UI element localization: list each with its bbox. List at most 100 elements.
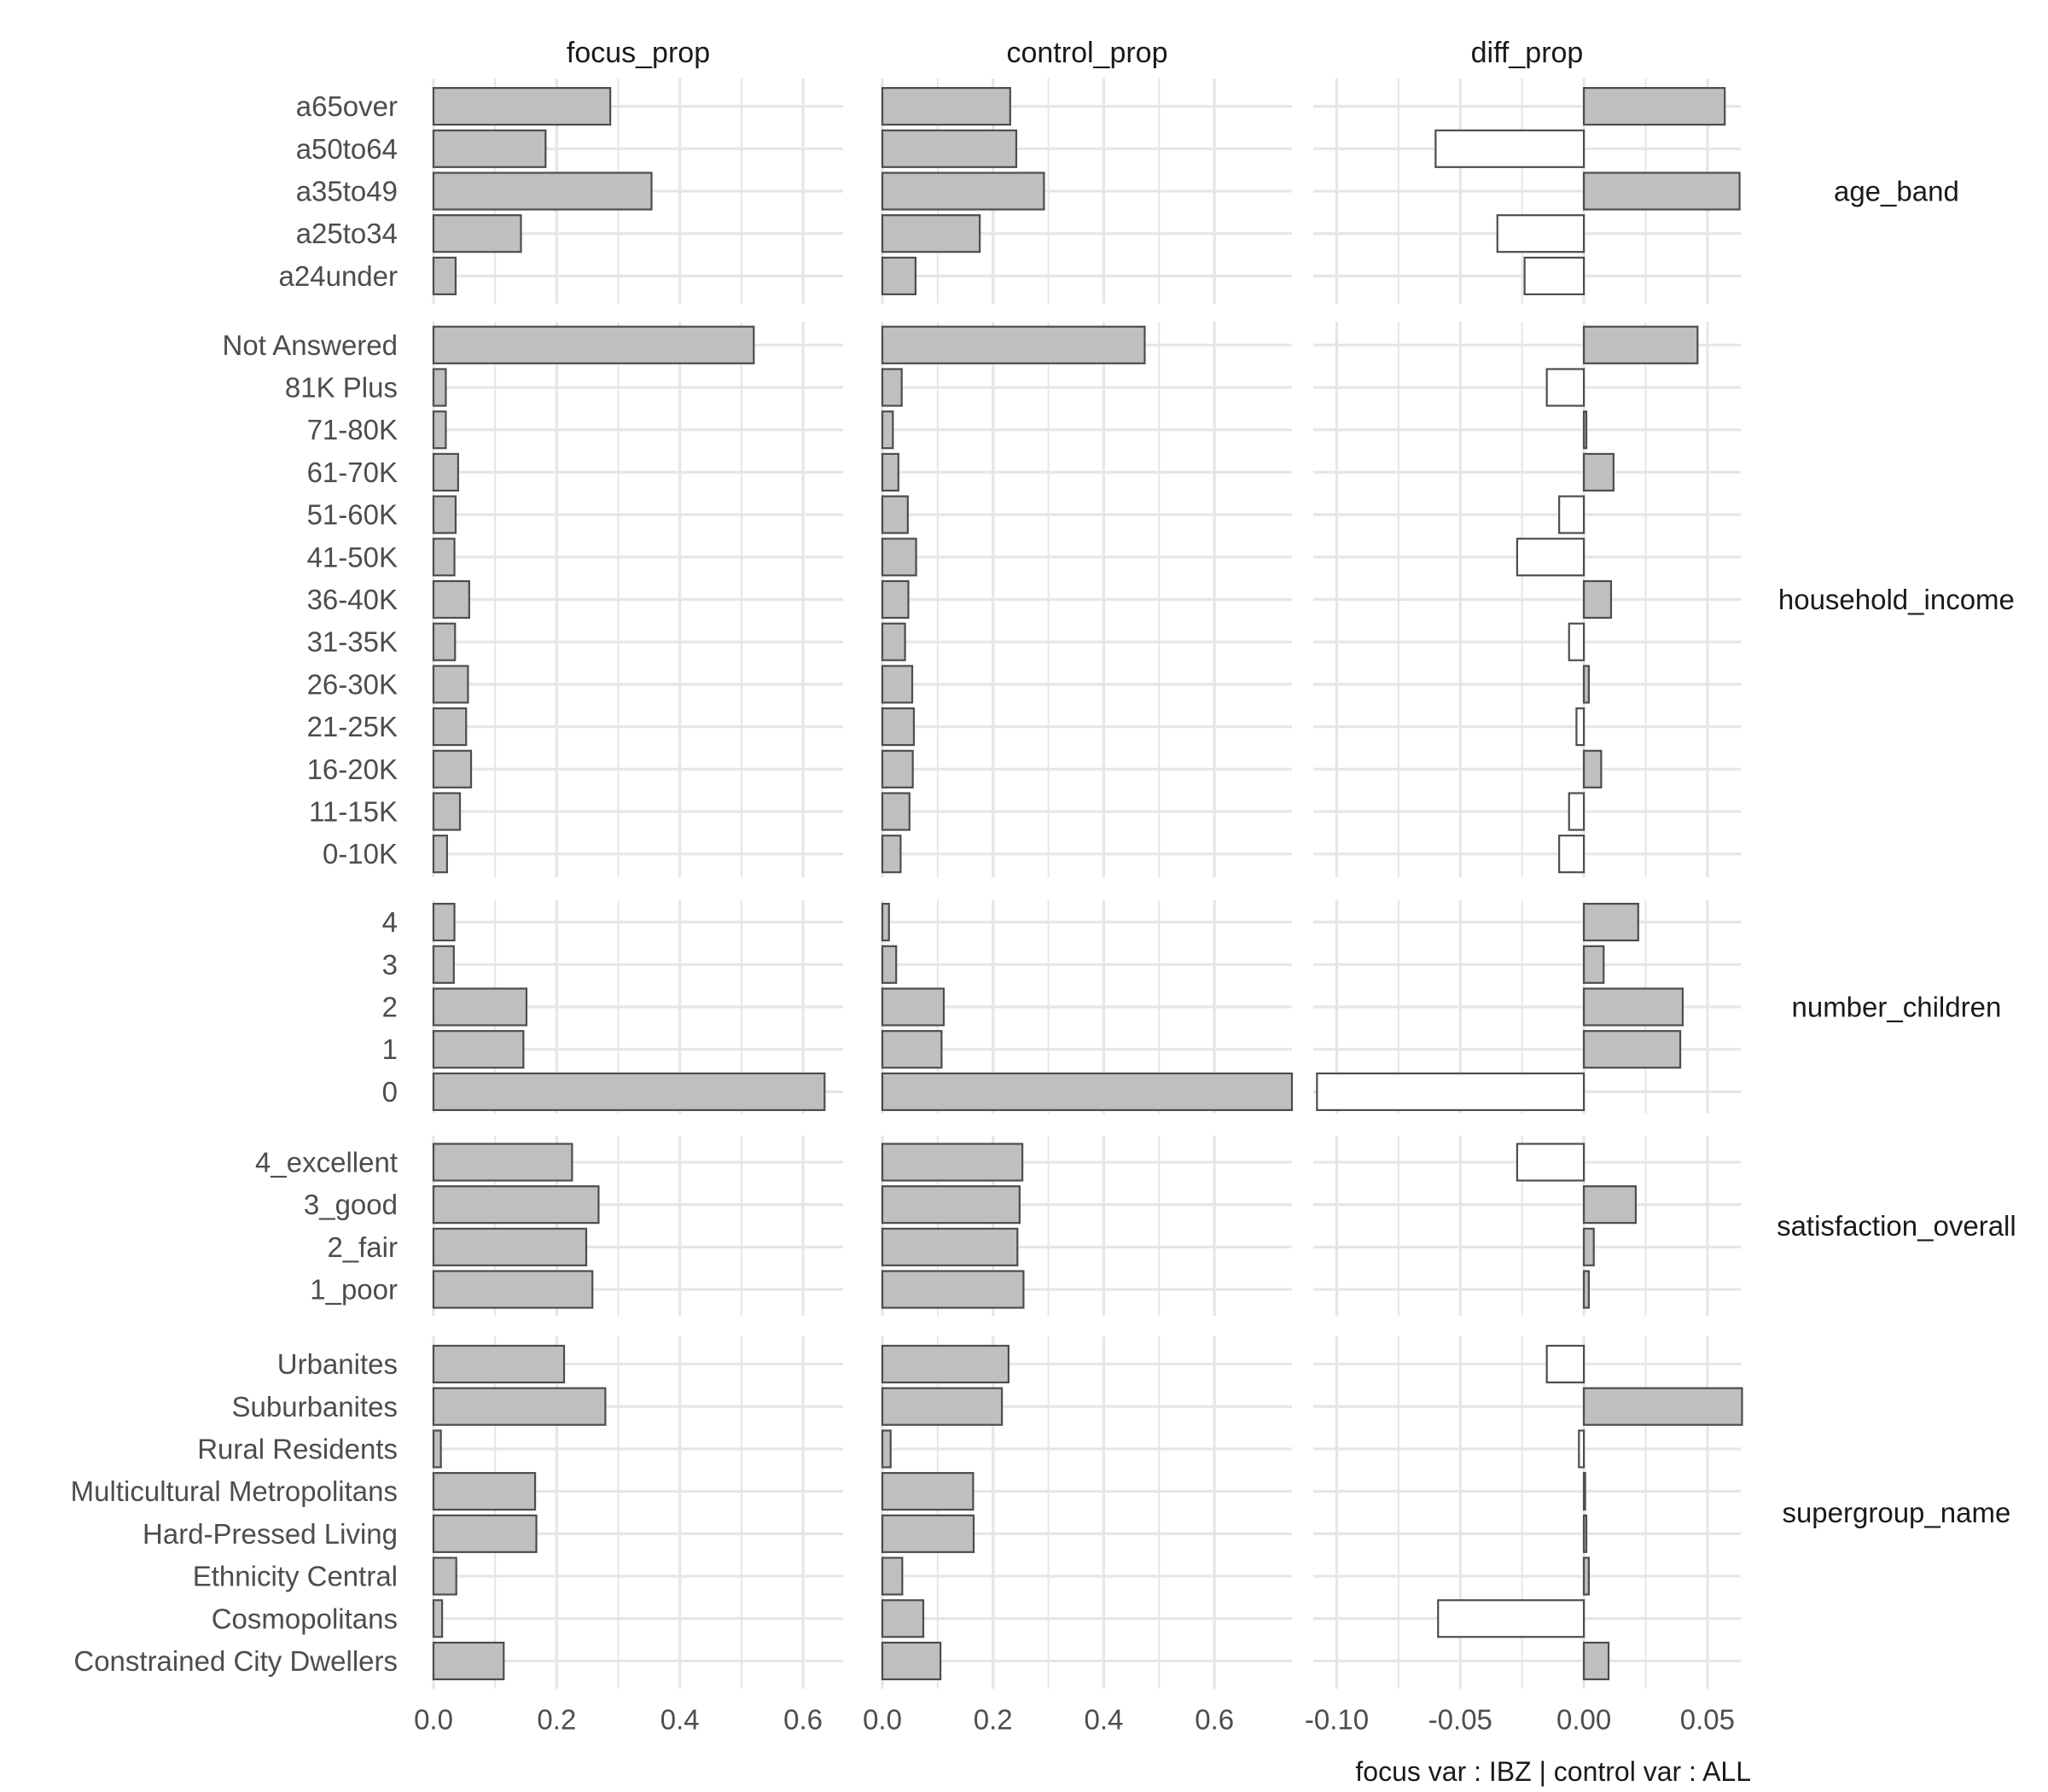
bar-diff_prop-supergroup_name-3 xyxy=(1583,1472,1586,1511)
bar-diff_prop-household_income-7 xyxy=(1568,622,1585,661)
category-label: 36-40K xyxy=(307,584,398,615)
bar-diff_prop-number_children-1 xyxy=(1583,945,1605,984)
bar-focus_prop-household_income-1 xyxy=(432,368,447,407)
bar-focus_prop-age_band-0 xyxy=(432,86,612,126)
bar-focus_prop-supergroup_name-4 xyxy=(432,1514,538,1553)
facet-strip-label: age_band xyxy=(1834,176,1959,207)
bar-diff_prop-number_children-0 xyxy=(1583,902,1639,942)
bar-focus_prop-household_income-7 xyxy=(432,622,457,661)
bar-focus_prop-household_income-0 xyxy=(432,325,755,364)
bar-control_prop-number_children-1 xyxy=(881,945,898,984)
bar-focus_prop-household_income-3 xyxy=(432,452,459,492)
bar-diff_prop-supergroup_name-6 xyxy=(1437,1599,1585,1638)
category-label: 3 xyxy=(382,949,398,980)
bar-diff_prop-supergroup_name-7 xyxy=(1583,1641,1610,1681)
bar-diff_prop-satisfaction_overall-2 xyxy=(1583,1227,1595,1266)
category-label: Not Answered xyxy=(223,329,398,361)
category-label: 0-10K xyxy=(323,838,398,870)
category-label: 3_good xyxy=(304,1189,398,1220)
bar-diff_prop-household_income-12 xyxy=(1558,835,1585,874)
bar-focus_prop-age_band-1 xyxy=(432,129,547,168)
bar-control_prop-household_income-0 xyxy=(881,325,1146,364)
bar-focus_prop-satisfaction_overall-3 xyxy=(432,1270,594,1309)
category-label: 61-70K xyxy=(307,457,398,488)
bar-control_prop-household_income-12 xyxy=(881,835,902,874)
bar-diff_prop-household_income-4 xyxy=(1558,495,1585,534)
category-label: 81K Plus xyxy=(285,372,398,404)
bar-control_prop-supergroup_name-4 xyxy=(881,1514,975,1553)
bar-diff_prop-age_band-1 xyxy=(1434,129,1585,168)
category-label: Constrained City Dwellers xyxy=(73,1645,398,1677)
category-label: 0 xyxy=(382,1076,398,1108)
bar-control_prop-household_income-9 xyxy=(881,707,916,747)
category-label: 26-30K xyxy=(307,668,398,700)
bar-diff_prop-supergroup_name-0 xyxy=(1545,1344,1585,1384)
category-label: 4_excellent xyxy=(255,1146,398,1178)
bar-control_prop-household_income-3 xyxy=(881,452,899,492)
facet-strip-label: number_children xyxy=(1791,992,2001,1023)
bar-focus_prop-supergroup_name-7 xyxy=(432,1641,505,1681)
bar-focus_prop-number_children-3 xyxy=(432,1030,525,1069)
x-tick-label: 0.4 xyxy=(660,1704,700,1736)
category-label: a50to64 xyxy=(296,133,398,165)
bar-focus_prop-number_children-0 xyxy=(432,902,456,942)
bar-diff_prop-household_income-0 xyxy=(1583,325,1699,364)
category-label: Cosmopolitans xyxy=(212,1603,398,1634)
bar-diff_prop-supergroup_name-2 xyxy=(1578,1429,1585,1469)
bar-focus_prop-age_band-3 xyxy=(432,214,522,253)
column-title: control_prop xyxy=(1006,37,1167,69)
bar-control_prop-satisfaction_overall-3 xyxy=(881,1270,1025,1309)
bar-focus_prop-supergroup_name-6 xyxy=(432,1599,444,1638)
bar-diff_prop-number_children-3 xyxy=(1583,1030,1682,1069)
bar-diff_prop-satisfaction_overall-1 xyxy=(1583,1185,1638,1225)
column-title: diff_prop xyxy=(1471,37,1584,69)
category-label: 1_poor xyxy=(310,1274,398,1306)
bar-control_prop-household_income-10 xyxy=(881,749,914,788)
bar-diff_prop-household_income-11 xyxy=(1568,792,1585,831)
bar-control_prop-household_income-1 xyxy=(881,368,903,407)
bar-control_prop-supergroup_name-0 xyxy=(881,1344,1009,1384)
bar-control_prop-number_children-4 xyxy=(881,1072,1294,1112)
chart-caption: focus var : IBZ | control var : ALL xyxy=(1355,1756,1751,1787)
category-label: 21-25K xyxy=(307,711,398,742)
category-label: Suburbanites xyxy=(232,1391,398,1423)
bar-diff_prop-number_children-4 xyxy=(1316,1072,1585,1112)
x-tick-label: 0.0 xyxy=(414,1704,453,1736)
category-label: 16-20K xyxy=(307,753,398,785)
bar-focus_prop-age_band-4 xyxy=(432,256,457,295)
x-tick-label: 0.0 xyxy=(863,1704,902,1736)
x-tick-label: -0.10 xyxy=(1305,1704,1369,1736)
category-label: Hard-Pressed Living xyxy=(143,1518,398,1550)
bar-control_prop-satisfaction_overall-2 xyxy=(881,1227,1019,1266)
bar-diff_prop-household_income-10 xyxy=(1583,749,1603,788)
bar-diff_prop-household_income-9 xyxy=(1575,707,1585,747)
bar-control_prop-household_income-11 xyxy=(881,792,911,831)
bar-control_prop-age_band-0 xyxy=(881,86,1011,126)
x-tick-label: 0.4 xyxy=(1085,1704,1124,1736)
bar-control_prop-supergroup_name-5 xyxy=(881,1556,904,1596)
bar-diff_prop-age_band-3 xyxy=(1496,214,1585,253)
bar-control_prop-supergroup_name-1 xyxy=(881,1387,1004,1426)
category-label: 11-15K xyxy=(309,796,398,828)
bar-diff_prop-supergroup_name-4 xyxy=(1583,1514,1588,1553)
bar-control_prop-supergroup_name-2 xyxy=(881,1429,892,1469)
bar-focus_prop-supergroup_name-0 xyxy=(432,1344,566,1384)
category-label: Urbanites xyxy=(277,1348,398,1380)
bar-diff_prop-supergroup_name-1 xyxy=(1583,1387,1743,1426)
x-tick-label: -0.05 xyxy=(1428,1704,1492,1736)
bar-diff_prop-number_children-2 xyxy=(1583,987,1684,1027)
bar-diff_prop-satisfaction_overall-3 xyxy=(1583,1270,1590,1309)
bar-focus_prop-household_income-6 xyxy=(432,579,470,620)
bar-focus_prop-number_children-2 xyxy=(432,987,528,1027)
bar-diff_prop-age_band-0 xyxy=(1583,86,1726,126)
bar-control_prop-satisfaction_overall-0 xyxy=(881,1143,1024,1182)
bar-diff_prop-household_income-3 xyxy=(1583,452,1615,492)
bar-focus_prop-household_income-9 xyxy=(432,707,468,747)
bar-focus_prop-satisfaction_overall-2 xyxy=(432,1227,588,1266)
category-label: 1 xyxy=(382,1033,398,1065)
category-label: 71-80K xyxy=(307,414,398,445)
bar-diff_prop-satisfaction_overall-0 xyxy=(1516,1143,1585,1182)
x-tick-label: 0.00 xyxy=(1556,1704,1611,1736)
bar-diff_prop-household_income-6 xyxy=(1583,579,1613,620)
